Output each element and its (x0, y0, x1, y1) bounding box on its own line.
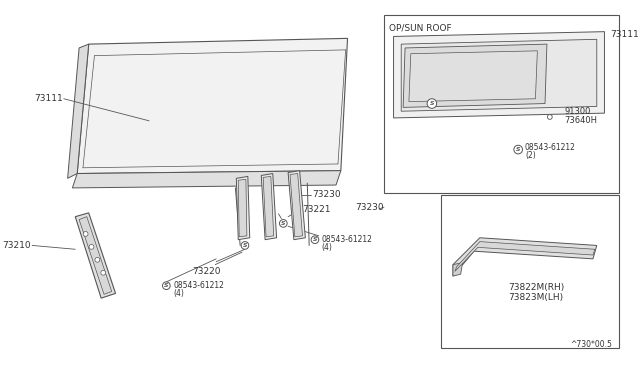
Polygon shape (68, 44, 89, 178)
Text: 73221: 73221 (303, 205, 331, 214)
Text: 73111: 73111 (34, 94, 63, 103)
Text: S: S (164, 283, 168, 288)
Polygon shape (77, 38, 348, 173)
Text: S: S (243, 243, 247, 248)
Text: 73822M(RH): 73822M(RH) (509, 283, 565, 292)
Text: 73111: 73111 (610, 30, 639, 39)
Text: 91300: 91300 (564, 107, 591, 116)
Text: OP/SUN ROOF: OP/SUN ROOF (388, 23, 451, 32)
Circle shape (427, 99, 436, 108)
Text: 08543-61212: 08543-61212 (322, 235, 372, 244)
Text: S: S (429, 101, 434, 106)
Circle shape (547, 115, 552, 119)
Circle shape (163, 282, 170, 289)
Text: S: S (313, 237, 317, 242)
Bar (442, 195, 619, 348)
Polygon shape (263, 176, 274, 237)
Polygon shape (403, 44, 547, 108)
Circle shape (311, 236, 319, 244)
Circle shape (83, 231, 88, 236)
Polygon shape (288, 171, 305, 240)
Text: 73210: 73210 (3, 241, 31, 250)
Polygon shape (409, 51, 538, 102)
Polygon shape (453, 238, 596, 276)
Polygon shape (76, 213, 116, 298)
Polygon shape (401, 39, 596, 111)
Polygon shape (290, 173, 303, 237)
Circle shape (514, 145, 522, 154)
Text: 73230: 73230 (312, 190, 340, 199)
Bar (384, 15, 619, 193)
Circle shape (89, 244, 94, 249)
Polygon shape (394, 32, 604, 118)
Text: 73230: 73230 (355, 203, 384, 212)
Text: 08543-61212: 08543-61212 (525, 143, 576, 152)
Text: (4): (4) (322, 243, 333, 252)
Circle shape (241, 241, 249, 249)
Polygon shape (236, 176, 250, 240)
Polygon shape (79, 217, 112, 294)
Text: (2): (2) (525, 151, 536, 160)
Text: (4): (4) (173, 289, 184, 298)
Text: ^730*00.5: ^730*00.5 (570, 340, 612, 349)
Text: 73823M(LH): 73823M(LH) (509, 293, 564, 302)
Text: S: S (516, 147, 520, 152)
Text: 08543-61212: 08543-61212 (173, 281, 224, 290)
Polygon shape (453, 263, 463, 276)
Polygon shape (261, 173, 276, 240)
Circle shape (101, 270, 106, 275)
Text: S: S (281, 221, 285, 226)
Text: 73220: 73220 (193, 266, 221, 276)
Polygon shape (238, 179, 247, 237)
Circle shape (280, 219, 287, 227)
Circle shape (95, 257, 100, 262)
Polygon shape (72, 171, 341, 188)
Polygon shape (455, 241, 595, 271)
Text: 73640H: 73640H (564, 116, 597, 125)
